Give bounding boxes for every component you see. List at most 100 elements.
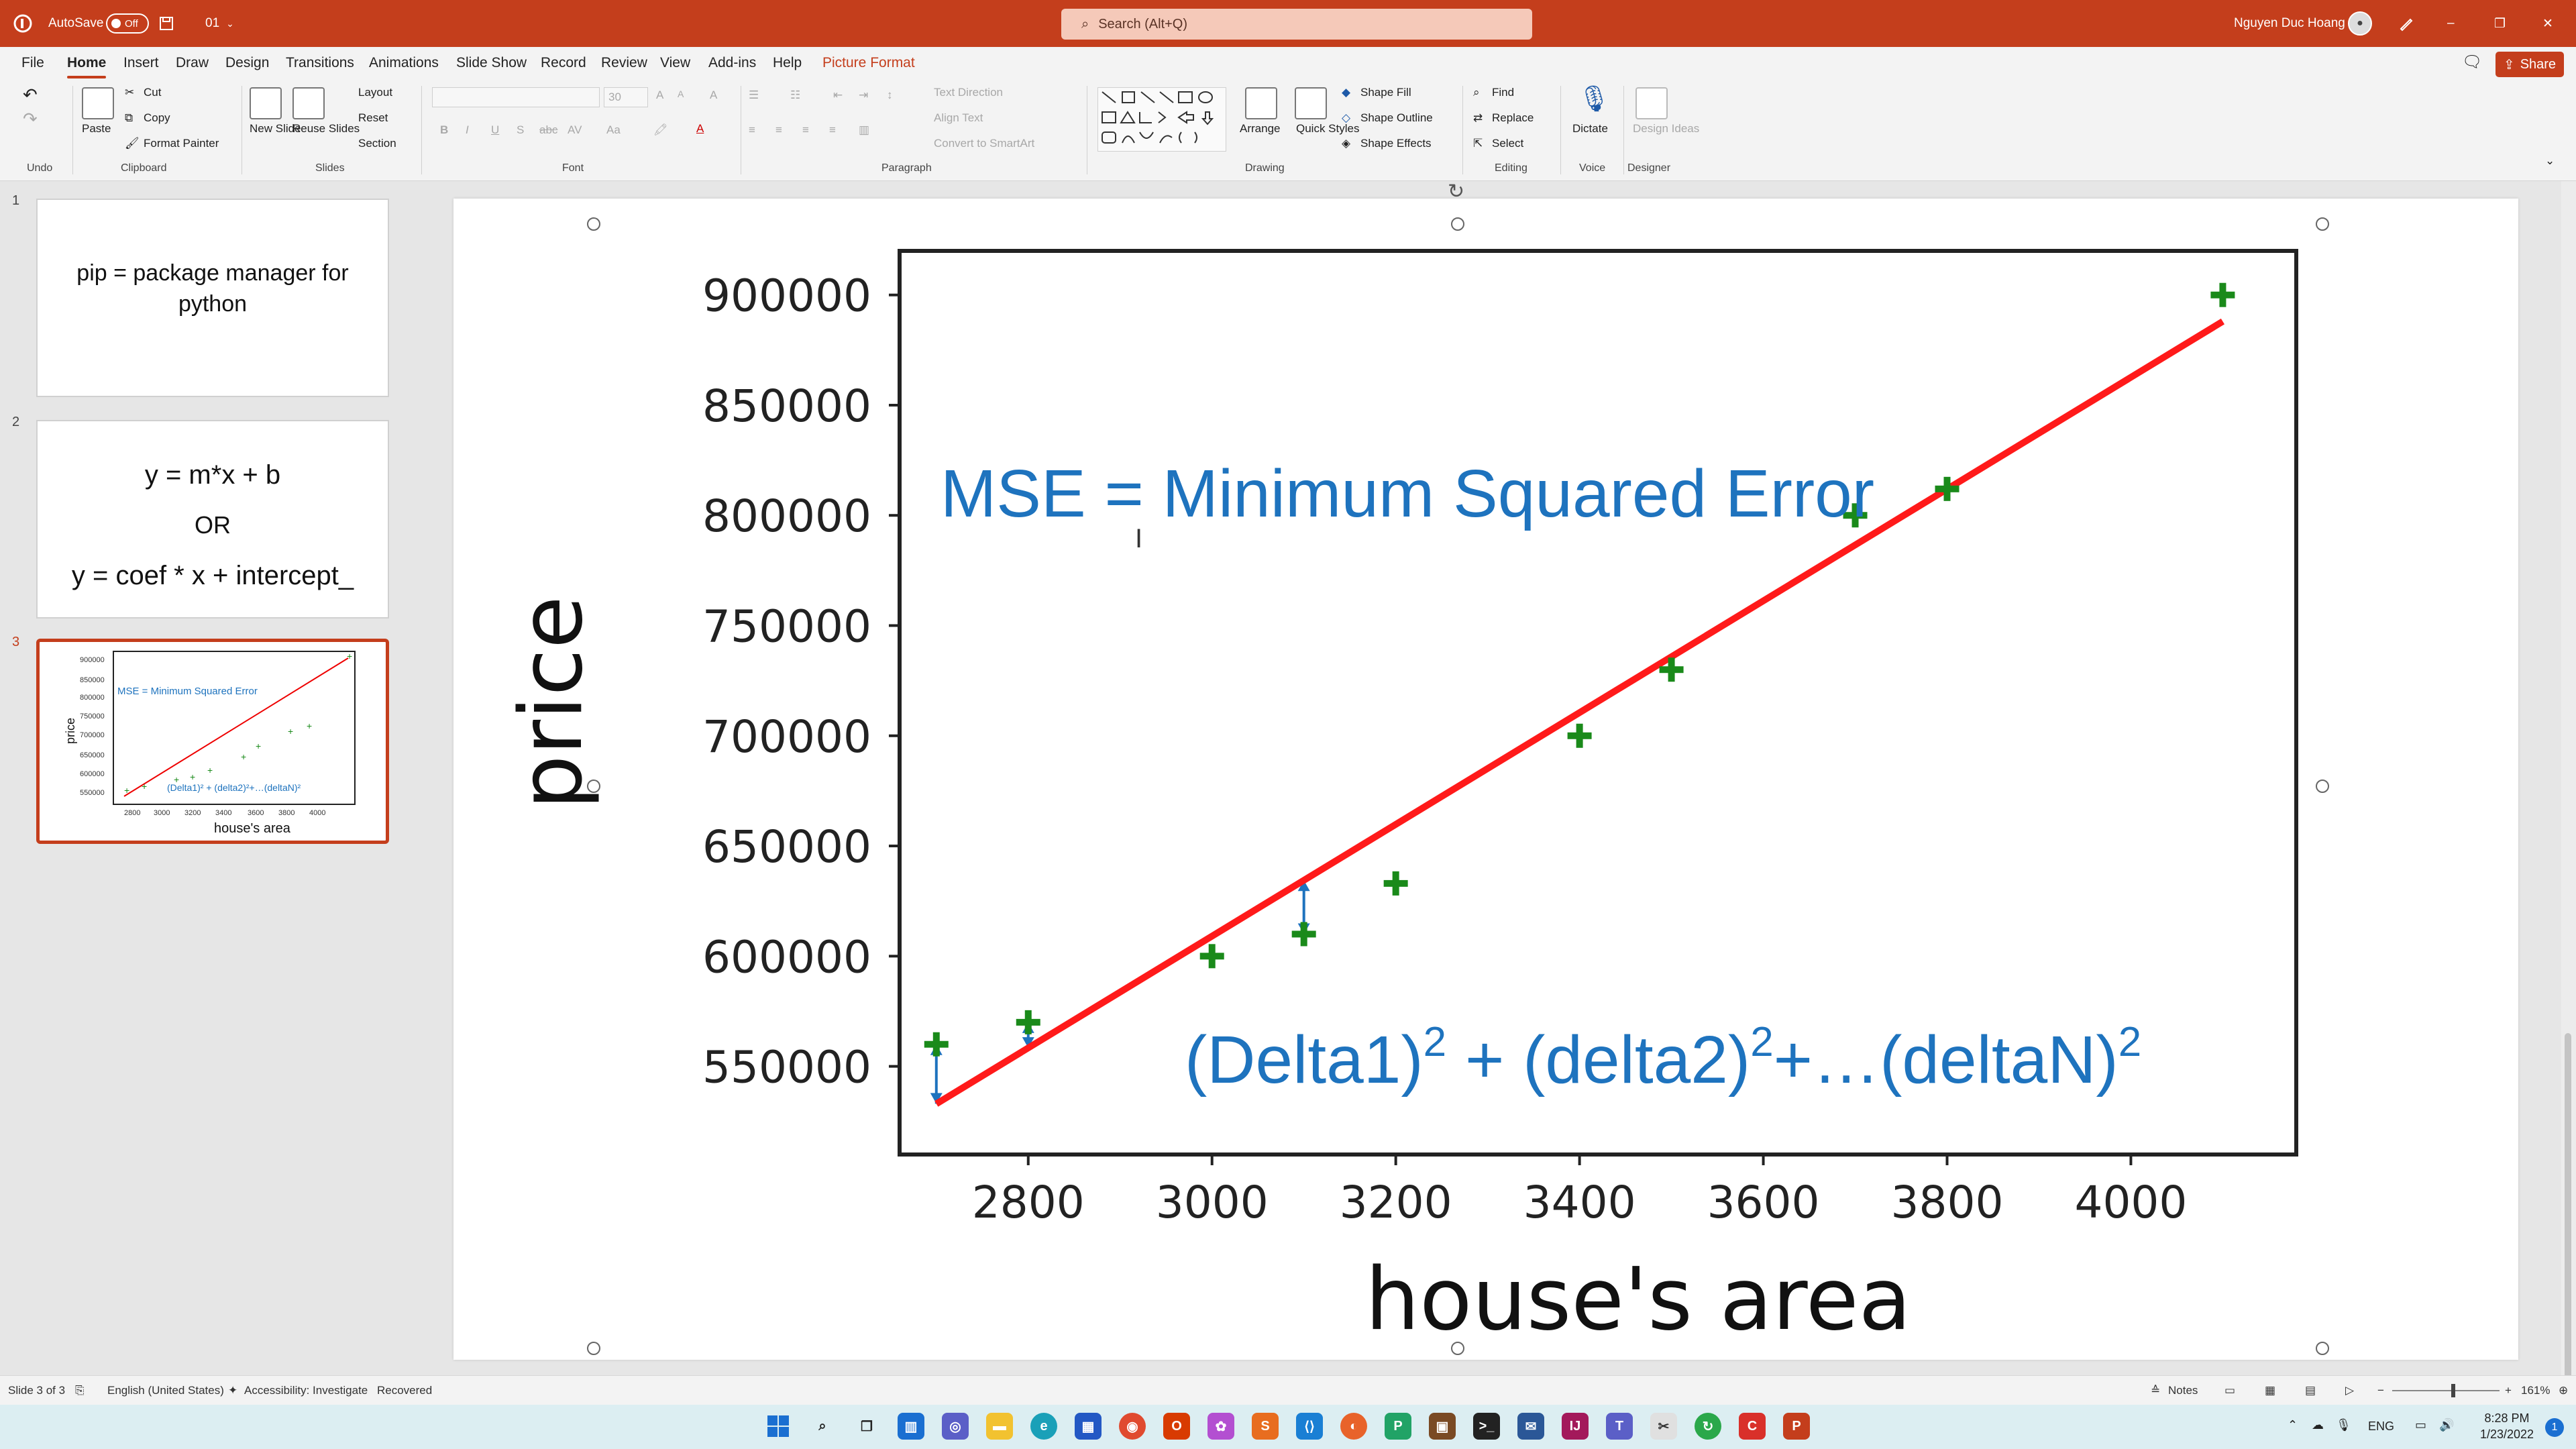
tab-transitions[interactable]: Transitions: [286, 55, 354, 70]
select-button[interactable]: Select: [1492, 137, 1524, 150]
microphone-icon[interactable]: 🎙: [2336, 1418, 2351, 1432]
find-button[interactable]: Find: [1492, 86, 1515, 99]
align-center-icon[interactable]: ≡: [775, 123, 782, 136]
slide-canvas[interactable]: 550000 600000 650000 700000 750000 800000 8500…: [453, 199, 2518, 1360]
pen-icon[interactable]: [2398, 0, 2415, 47]
slide-thumbnail-1[interactable]: pip = package manager for python: [36, 199, 389, 397]
shape-fill-icon[interactable]: ◆: [1342, 86, 1351, 99]
language-status[interactable]: English (United States): [107, 1384, 224, 1397]
decrease-indent-icon[interactable]: ⇤: [833, 89, 843, 101]
zoom-level[interactable]: 161%: [2521, 1384, 2551, 1397]
refresh-app-icon[interactable]: ↻: [1695, 1413, 1721, 1440]
copy-button[interactable]: Copy: [144, 111, 170, 124]
numbering-icon[interactable]: ☷: [790, 89, 801, 101]
quick-styles-icon[interactable]: [1295, 87, 1327, 119]
justify-icon[interactable]: ≡: [829, 123, 836, 136]
font-color-button[interactable]: A: [696, 122, 704, 135]
format-painter-icon[interactable]: 🖌: [125, 137, 140, 150]
undo-icon[interactable]: ↶: [23, 85, 38, 105]
store-icon[interactable]: ▦: [1075, 1413, 1102, 1440]
change-case-button[interactable]: Aa: [606, 123, 621, 136]
strikethrough-button[interactable]: abc: [539, 123, 558, 136]
shape-outline-icon[interactable]: ◇: [1342, 111, 1351, 124]
reuse-slides-button[interactable]: Reuse Slides: [292, 122, 360, 135]
zoom-in-icon[interactable]: +: [2505, 1384, 2512, 1397]
tab-file[interactable]: File: [21, 55, 44, 70]
new-slide-icon[interactable]: [250, 87, 282, 119]
dictate-button[interactable]: Dictate: [1572, 122, 1608, 135]
red-app-icon[interactable]: C: [1739, 1413, 1766, 1440]
columns-icon[interactable]: ▥: [859, 123, 870, 136]
italic-button[interactable]: I: [466, 123, 469, 136]
accessibility-icon[interactable]: ✦: [228, 1384, 238, 1397]
reuse-slides-icon[interactable]: [292, 87, 325, 119]
snipping-tool-icon[interactable]: ✂: [1650, 1413, 1677, 1440]
shape-effects-button[interactable]: Shape Effects: [1360, 137, 1432, 150]
edge-icon[interactable]: e: [1030, 1413, 1057, 1440]
cut-button[interactable]: Cut: [144, 86, 162, 99]
shape-fill-button[interactable]: Shape Fill: [1360, 86, 1411, 99]
notes-icon[interactable]: ≙: [2151, 1384, 2161, 1397]
minimize-icon[interactable]: –: [2447, 16, 2455, 30]
select-icon[interactable]: ⇱: [1473, 137, 1483, 150]
shape-effects-icon[interactable]: ◈: [1342, 137, 1351, 150]
grow-font-button[interactable]: A: [656, 89, 664, 101]
filename-dropdown[interactable]: 01 ⌄: [205, 0, 234, 47]
char-spacing-button[interactable]: AV: [568, 123, 582, 136]
bullets-icon[interactable]: ☰: [749, 89, 759, 101]
shapes-gallery[interactable]: [1097, 87, 1226, 152]
redo-icon[interactable]: ↷: [23, 109, 38, 129]
terminal-icon[interactable]: >_: [1473, 1413, 1500, 1440]
replace-button[interactable]: Replace: [1492, 111, 1534, 124]
scroll-thumb[interactable]: [2565, 1033, 2571, 1449]
resize-handle[interactable]: [2316, 217, 2329, 231]
notes-button[interactable]: Notes: [2168, 1384, 2198, 1397]
delta-formula[interactable]: (Delta1)2 + (delta2)2+…(deltaN)2: [1185, 1019, 2141, 1097]
zoom-out-icon[interactable]: −: [2377, 1384, 2384, 1397]
font-size-select[interactable]: 30: [604, 87, 648, 107]
zoom-slider[interactable]: [2392, 1384, 2500, 1397]
shadow-button[interactable]: S: [517, 123, 525, 136]
save-icon[interactable]: [158, 0, 174, 47]
text-direction-button[interactable]: Text Direction: [934, 86, 1003, 99]
firefox-icon[interactable]: ◐: [1340, 1413, 1367, 1440]
new-slide-button[interactable]: New Slide: [250, 122, 301, 135]
tab-animations[interactable]: Animations: [369, 55, 439, 70]
underline-button[interactable]: U: [491, 123, 500, 136]
arrange-icon[interactable]: [1245, 87, 1277, 119]
language-indicator[interactable]: ENG: [2368, 1419, 2395, 1433]
resize-handle[interactable]: [587, 217, 600, 231]
avatar[interactable]: ●: [2348, 0, 2372, 47]
widgets-icon[interactable]: ▥: [898, 1413, 924, 1440]
share-button[interactable]: ⇪ Share: [2496, 52, 2564, 77]
chevron-up-icon[interactable]: ⌃: [2288, 1418, 2298, 1432]
zoom-slider-thumb[interactable]: [2451, 1384, 2455, 1397]
collapse-ribbon-icon[interactable]: ⌄: [2545, 154, 2555, 167]
tab-record[interactable]: Record: [541, 55, 586, 70]
microphone-icon[interactable]: 🎙: [1578, 85, 1611, 113]
normal-view-icon[interactable]: ▭: [2224, 1384, 2236, 1397]
reading-view-icon[interactable]: ▤: [2305, 1384, 2316, 1397]
tab-picture-format[interactable]: Picture Format: [822, 55, 915, 70]
slide-thumbnail-2[interactable]: y = m*x + b OR y = coef * x + intercept_: [36, 420, 389, 619]
intellij-icon[interactable]: IJ: [1562, 1413, 1589, 1440]
fit-slide-icon[interactable]: ⊕: [2559, 1384, 2569, 1397]
find-icon[interactable]: ⌕: [1473, 86, 1480, 99]
slide-sorter-icon[interactable]: ▦: [2265, 1384, 2276, 1397]
tab-view[interactable]: View: [660, 55, 691, 70]
highlight-icon[interactable]: 🖍: [653, 123, 668, 136]
tab-slide-show[interactable]: Slide Show: [456, 55, 527, 70]
tab-insert[interactable]: Insert: [123, 55, 159, 70]
paste-icon[interactable]: [82, 87, 114, 119]
resize-handle[interactable]: [2316, 1342, 2329, 1355]
volume-icon[interactable]: 🔊: [2439, 1418, 2455, 1432]
notification-badge[interactable]: 1: [2545, 1418, 2564, 1437]
resize-handle[interactable]: [587, 780, 600, 793]
paste-button[interactable]: Paste: [82, 122, 111, 135]
tab-review[interactable]: Review: [601, 55, 647, 70]
shape-outline-button[interactable]: Shape Outline: [1360, 111, 1433, 124]
rotate-handle-icon[interactable]: ↻: [1448, 180, 1465, 203]
windows-start-icon[interactable]: [765, 1413, 792, 1440]
layout-button[interactable]: Layout: [358, 86, 393, 99]
slideshow-icon[interactable]: ▷: [2345, 1384, 2355, 1397]
